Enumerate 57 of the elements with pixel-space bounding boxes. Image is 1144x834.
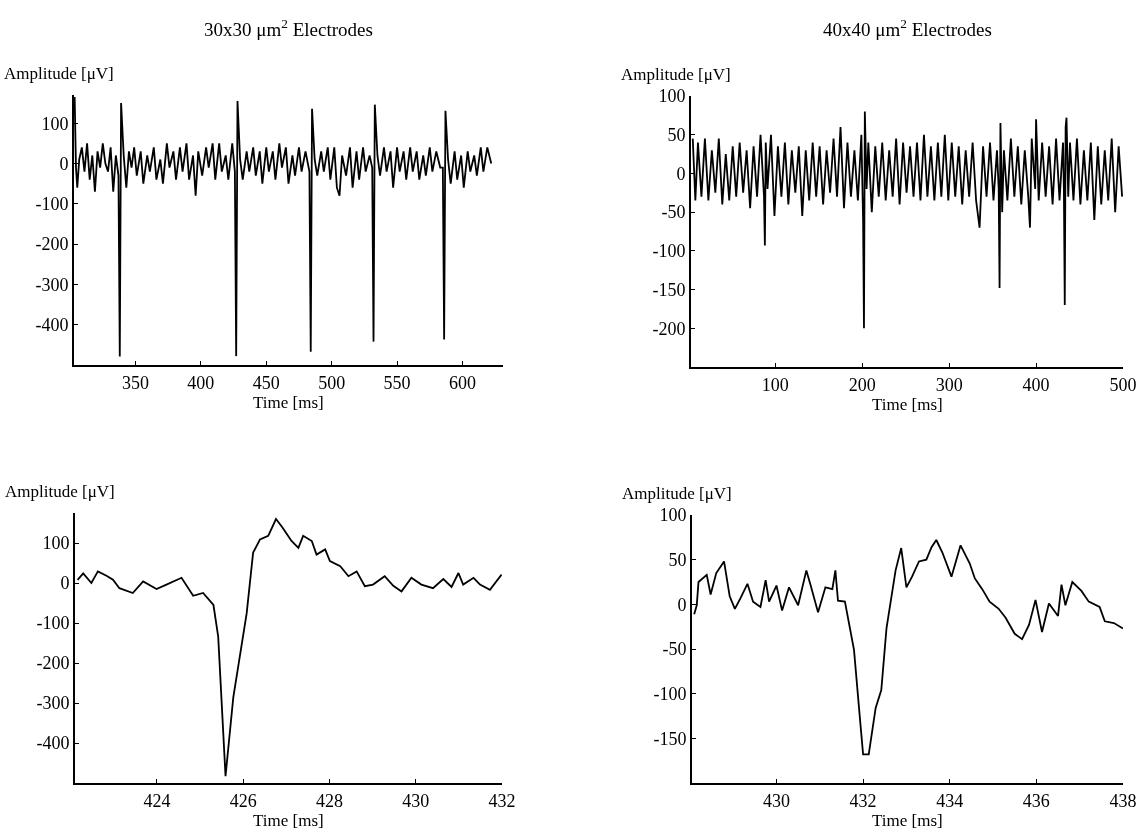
y-tick-label: -50	[661, 202, 686, 223]
x-axis-title: Time [ms]	[872, 811, 943, 830]
y-tick-label: 0	[59, 153, 69, 174]
x-tick-label: 600	[448, 372, 476, 393]
x-axis-title: Time [ms]	[253, 393, 324, 412]
y-tick-label: 50	[667, 125, 686, 146]
x-tick-label: 426	[229, 790, 257, 811]
x-tick-label: 400	[187, 372, 215, 393]
x-tick-label: 500	[318, 372, 346, 393]
y-tick-label: 0	[677, 594, 687, 615]
x-tick-label: 432	[488, 790, 516, 811]
x-tick-label: 436	[1022, 790, 1050, 811]
y-tick-label: -200	[35, 234, 69, 255]
x-axis-title: Time [ms]	[872, 395, 943, 414]
y-tick-label: -150	[652, 279, 686, 300]
y-tick-label: 0	[60, 573, 70, 594]
y-tick-label: -100	[35, 194, 69, 215]
x-tick-label: 300	[935, 374, 963, 395]
line-series	[76, 518, 502, 778]
x-axis-title: Time [ms]	[253, 811, 324, 830]
y-tick-label: -300	[35, 274, 69, 295]
chart-title: 30x30 μm$^{2}$ Electrodes	[204, 16, 373, 40]
x-tick-label: 500	[1109, 374, 1137, 395]
y-axis-title: Amplitude [μV]	[5, 482, 115, 501]
x-tick-label: 450	[252, 372, 280, 393]
x-tick-label: 550	[383, 372, 411, 393]
y-tick-label: -400	[35, 315, 69, 335]
y-tick-label: -400	[36, 733, 70, 754]
y-axis-title: Amplitude [μV]	[621, 65, 731, 84]
x-tick-label: 428	[315, 790, 343, 811]
y-tick-label: 50	[668, 549, 687, 570]
y-tick-label: -100	[36, 613, 70, 634]
x-tick-label: 432	[849, 790, 877, 811]
x-tick-label: 434	[936, 790, 964, 811]
y-axis-title: Amplitude [μV]	[622, 484, 732, 503]
y-tick-label: -100	[653, 683, 687, 704]
y-tick-label: -300	[36, 693, 70, 714]
y-tick-label: 100	[42, 533, 70, 554]
y-tick-label: -50	[662, 639, 687, 660]
y-tick-label: 100	[41, 113, 69, 134]
y-tick-label: -150	[653, 728, 687, 749]
x-tick-label: 350	[121, 372, 149, 393]
x-tick-label: 200	[848, 374, 876, 395]
y-tick-label: -200	[36, 653, 70, 674]
y-tick-label: -100	[652, 241, 686, 262]
y-tick-label: 0	[676, 163, 686, 184]
y-tick-label: 100	[658, 86, 686, 107]
x-tick-label: 430	[762, 790, 790, 811]
x-tick-label: 100	[761, 374, 789, 395]
x-tick-label: 430	[402, 790, 430, 811]
y-axis-title: Amplitude [μV]	[4, 64, 114, 83]
y-tick-label: 100	[659, 505, 687, 526]
y-tick-label: -200	[652, 318, 686, 339]
chart-title: 40x40 μm$^{2}$ Electrodes	[823, 16, 992, 40]
x-tick-label: 424	[143, 790, 171, 811]
x-tick-label: 438	[1109, 790, 1137, 811]
x-tick-label: 400	[1022, 374, 1050, 395]
